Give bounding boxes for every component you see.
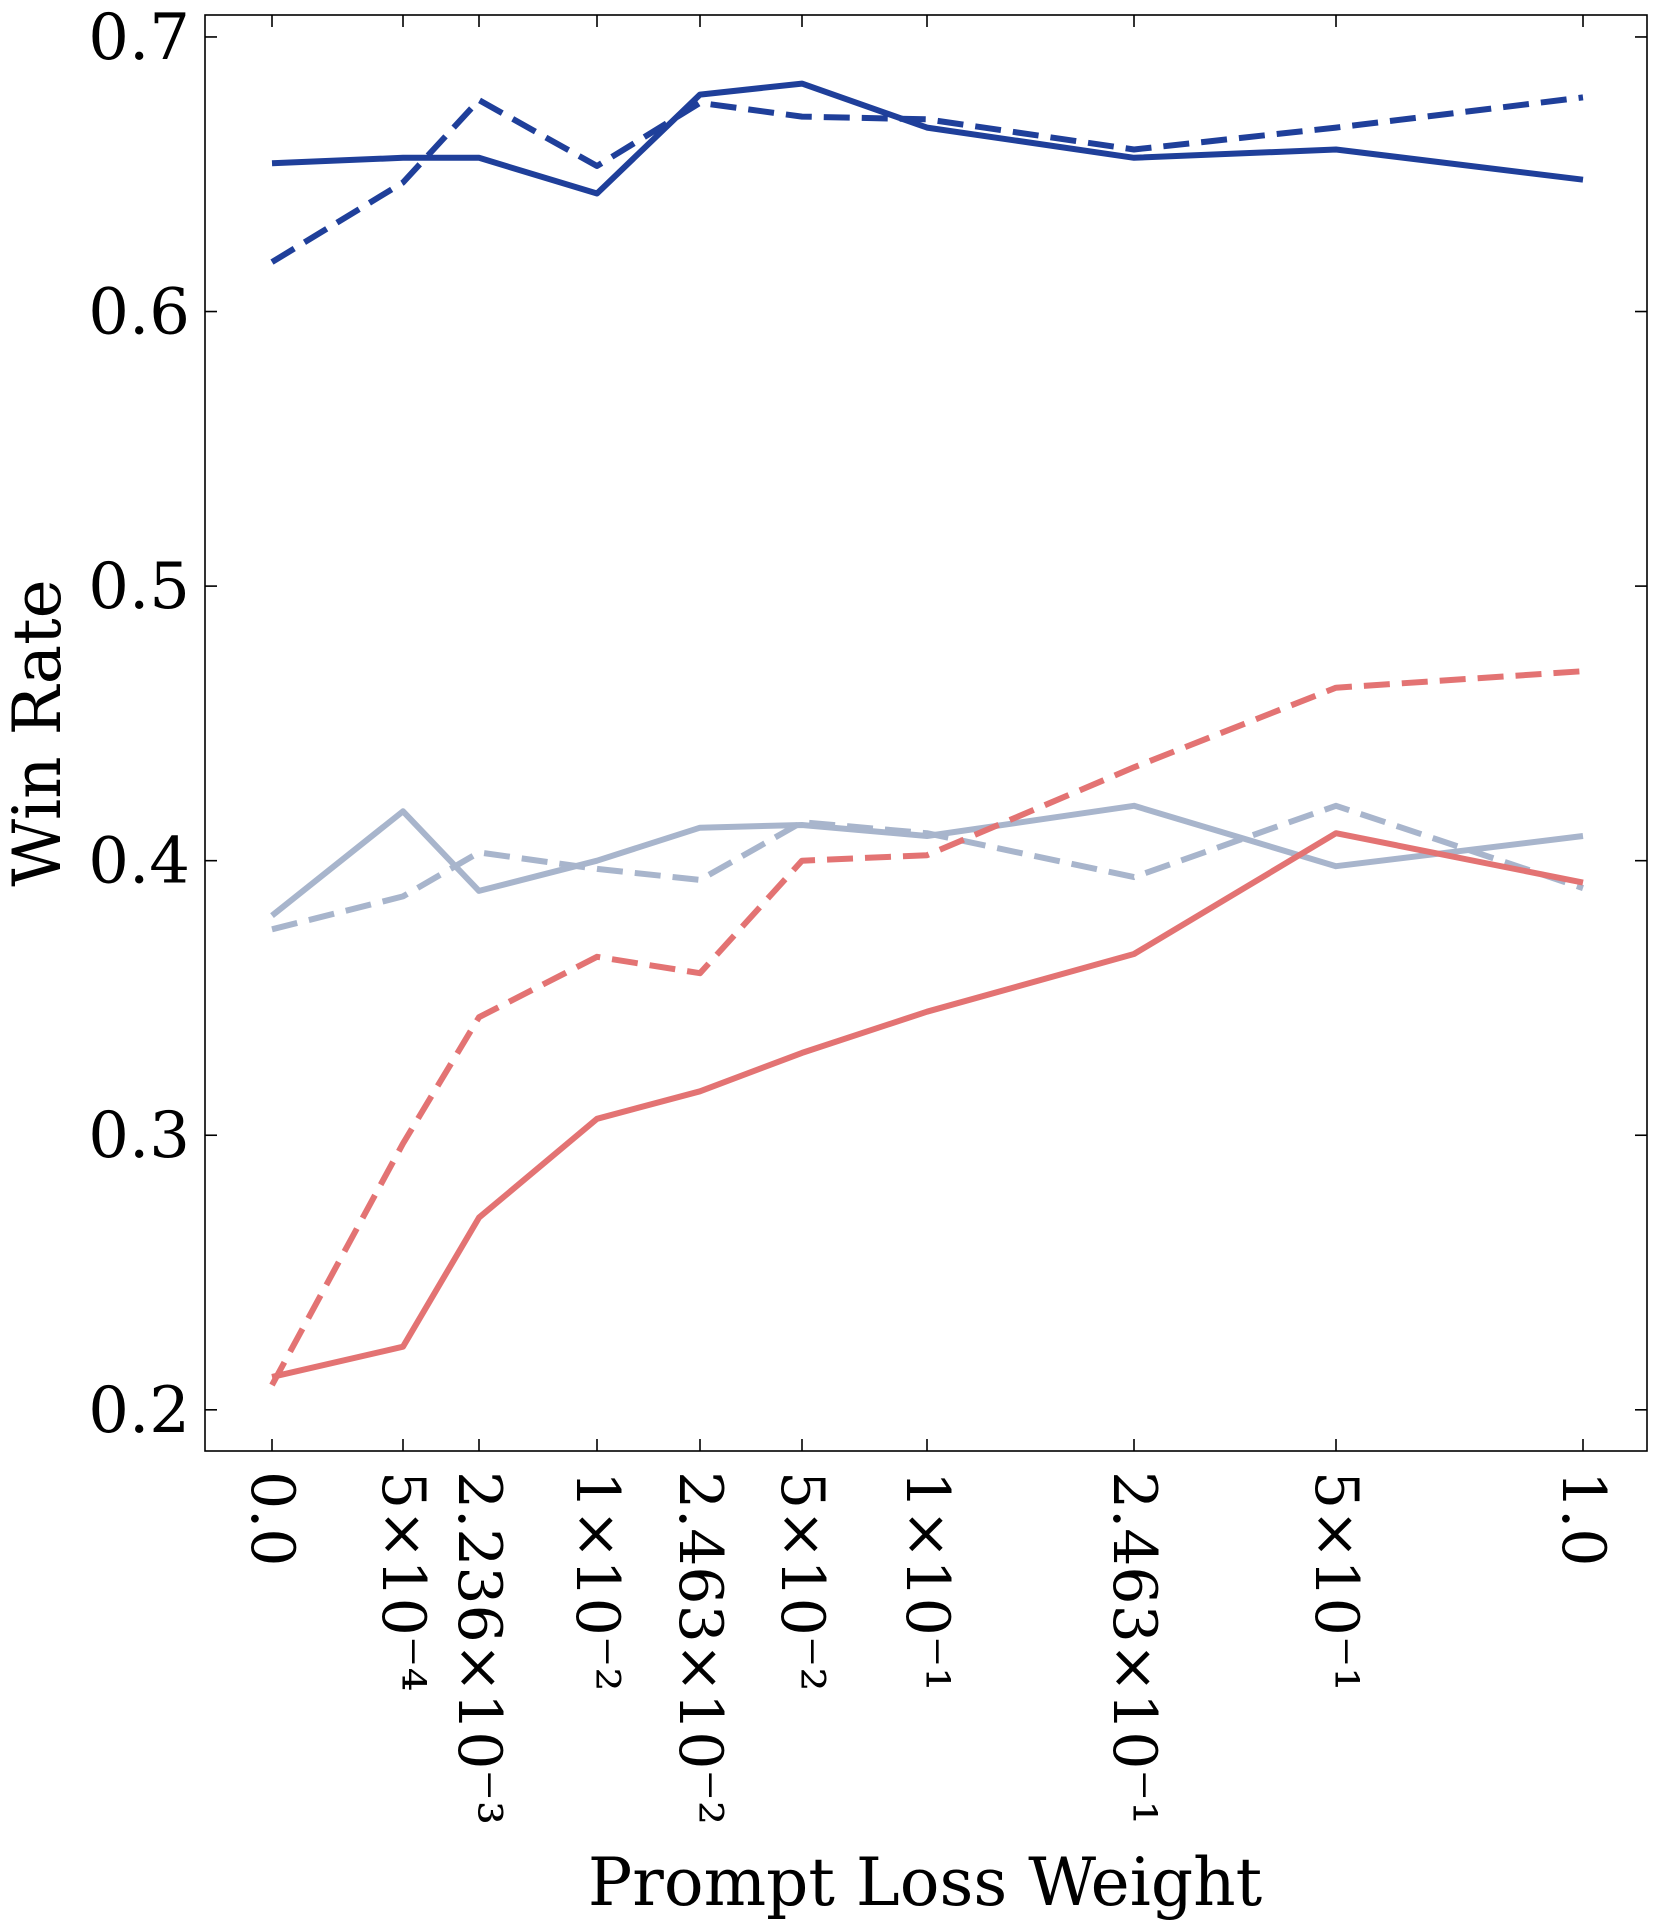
x-tick-label-6: 1×10⁻¹ [892, 1471, 962, 1692]
series-line-5 [269, 668, 1584, 1387]
x-tick-label-8: 5×10⁻¹ [1301, 1471, 1371, 1692]
series-line-2 [270, 802, 1584, 918]
series-line-3 [271, 802, 1584, 933]
y-tick-label-1: 0.3 [88, 1099, 190, 1173]
y-axis: 0.2 0.3 0.4 0.5 0.6 0.7 [88, 1, 1647, 1448]
plot-frame [204, 14, 1648, 1452]
y-tick-label-0: 0.2 [88, 1374, 190, 1448]
y-tick-label-3: 0.5 [88, 550, 190, 624]
series-layer [269, 80, 1584, 1387]
x-tick-label-3: 1×10⁻² [562, 1471, 632, 1692]
x-tick-label-7: 2.463×10⁻¹ [1099, 1471, 1169, 1825]
series-line-1 [270, 94, 1584, 265]
series-line-0 [271, 80, 1584, 197]
y-axis-title: Win Rate [0, 579, 76, 886]
y-tick-label-2: 0.4 [88, 825, 190, 899]
x-tick-label-0: 0.0 [237, 1471, 307, 1566]
y-tick-label-4: 0.6 [88, 276, 190, 350]
x-axis-title: Prompt Loss Weight [588, 1844, 1262, 1921]
x-tick-label-2: 2.236×10⁻³ [444, 1471, 514, 1825]
x-tick-label-9: 1.0 [1548, 1471, 1618, 1566]
x-tick-label-1: 5×10⁻⁴ [368, 1471, 438, 1692]
x-axis: 0.0 5×10⁻⁴ 2.236×10⁻³ 1×10⁻² 2.463×10⁻² 5×10⁻… [237, 15, 1618, 1825]
series-line-4 [271, 830, 1584, 1380]
x-tick-label-5: 5×10⁻² [767, 1471, 837, 1692]
x-tick-label-4: 2.463×10⁻² [665, 1471, 735, 1825]
y-tick-label-5: 0.7 [88, 1, 190, 75]
